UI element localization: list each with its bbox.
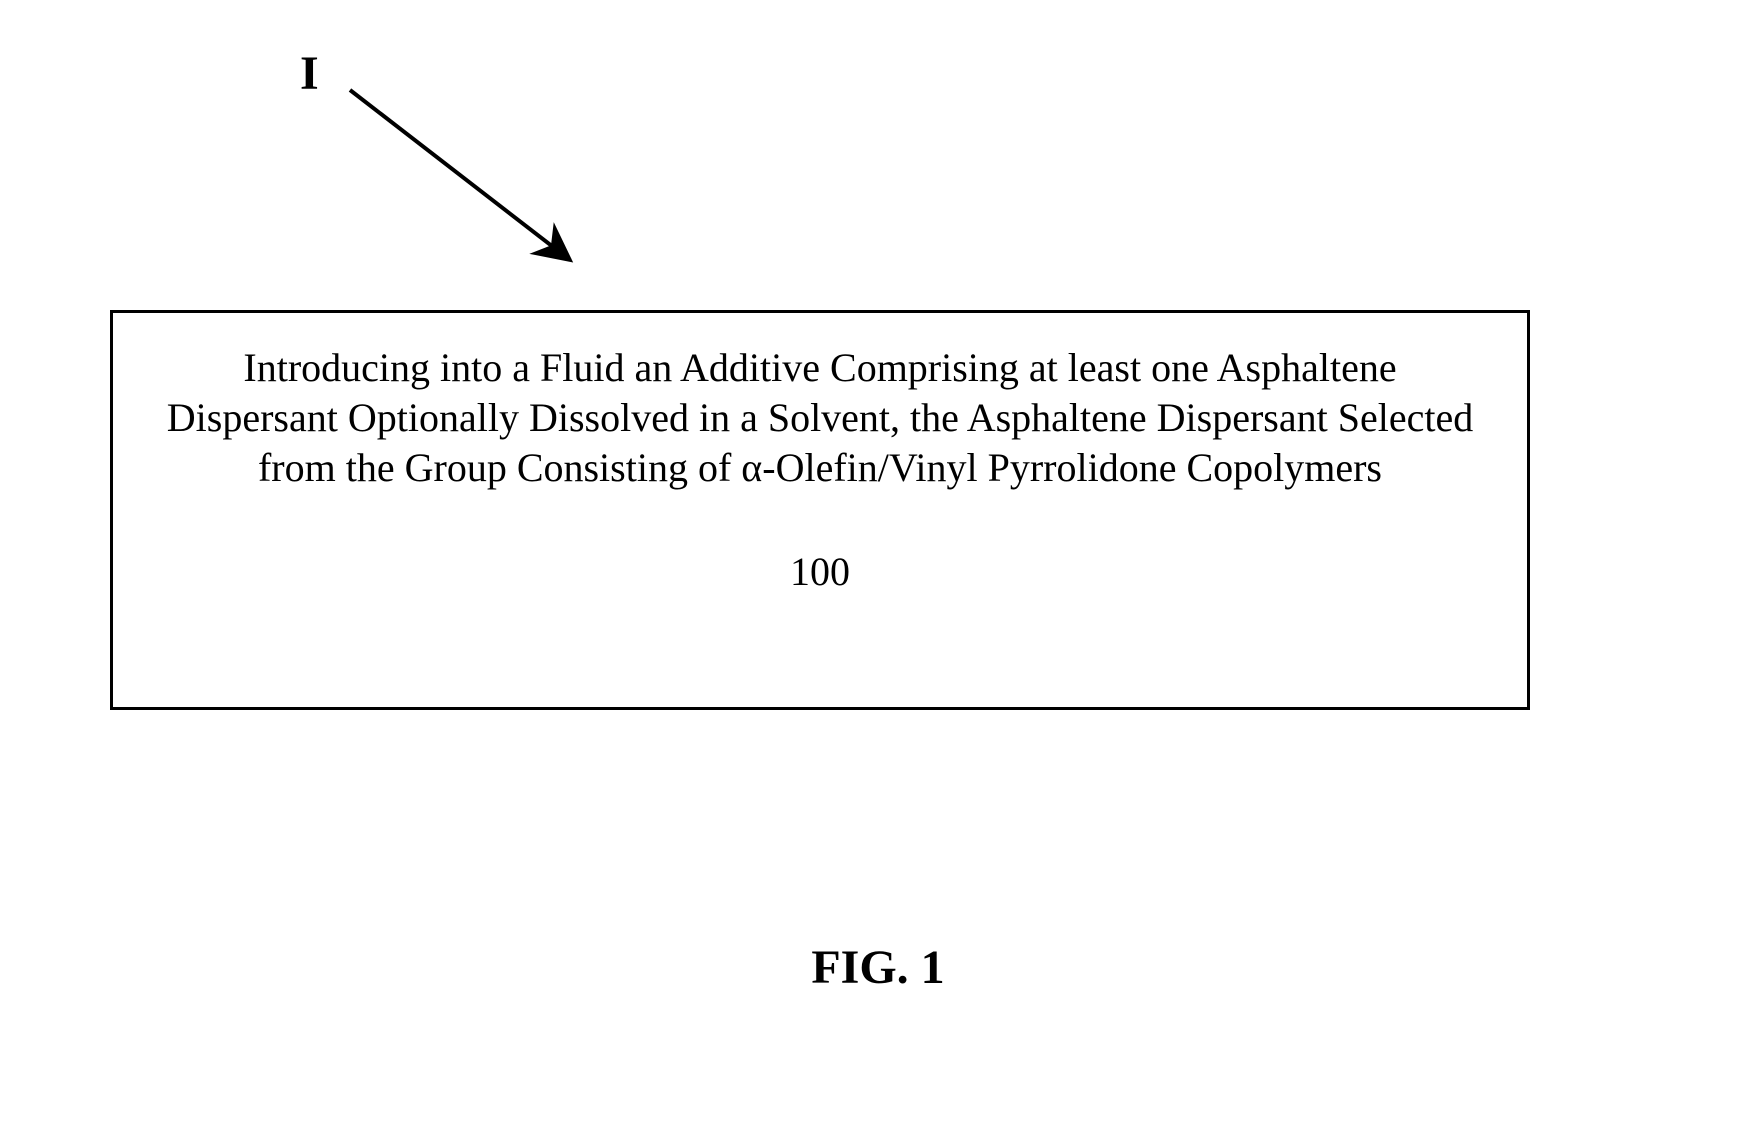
process-box-number: 100 bbox=[153, 548, 1487, 595]
figure-canvas: I Introducing into a Fluid an Additive C… bbox=[0, 0, 1756, 1140]
figure-caption: FIG. 1 bbox=[0, 940, 1756, 995]
process-box-text: Introducing into a Fluid an Additive Com… bbox=[153, 343, 1487, 493]
process-box: Introducing into a Fluid an Additive Com… bbox=[110, 310, 1530, 710]
